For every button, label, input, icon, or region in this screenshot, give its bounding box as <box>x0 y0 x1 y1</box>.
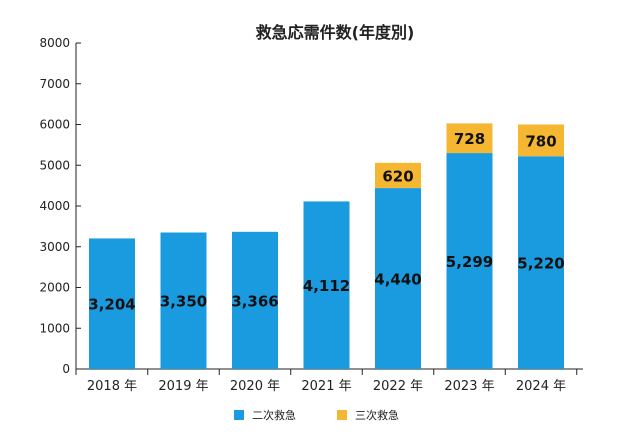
bar-secondary <box>89 238 135 369</box>
bars: 3,204 3,350 3,366 4,112 4,440 620 5,299 728 5,22… <box>88 123 565 369</box>
y-axis: 0 1000 2000 3000 4000 5000 6000 7000 8000 <box>39 36 81 376</box>
data-label: 620 <box>382 167 413 185</box>
bar-secondary <box>303 201 350 369</box>
y-tick-label: 7000 <box>39 77 70 91</box>
data-label: 5,299 <box>446 253 493 271</box>
x-tick-label: 2021 年 <box>301 379 351 394</box>
data-label: 4,440 <box>374 271 421 289</box>
bar-tertiary <box>446 123 493 154</box>
legend: 二次救急 三次救急 <box>234 408 399 422</box>
legend-swatch <box>234 410 244 420</box>
y-tick-label: 2000 <box>39 281 70 295</box>
chart-title: 救急応需件数(年度別) <box>256 23 415 42</box>
legend-label: 二次救急 <box>252 408 296 422</box>
y-tick-label: 5000 <box>39 158 70 172</box>
data-label: 4,112 <box>303 277 350 295</box>
bar-secondary <box>160 232 207 369</box>
bar-secondary <box>232 231 278 369</box>
data-label: 780 <box>525 132 556 150</box>
bar-secondary <box>446 153 493 369</box>
y-tick-label: 6000 <box>39 118 70 132</box>
data-label: 5,220 <box>517 255 564 273</box>
bar-tertiary <box>375 162 421 189</box>
x-axis: 2018 年 2019 年 2020 年 2021 年 2022 年 2023 年 2024… <box>75 368 583 394</box>
y-tick-label: 8000 <box>39 36 70 50</box>
y-tick-label: 3000 <box>39 240 70 254</box>
x-tick-label: 2022 年 <box>373 379 423 394</box>
x-tick-label: 2023 年 <box>444 379 494 394</box>
data-label: 3,366 <box>231 292 278 310</box>
x-tick-label: 2020 年 <box>230 379 280 394</box>
y-tick-label: 1000 <box>39 321 70 335</box>
bar-tertiary <box>518 124 564 157</box>
legend-swatch <box>337 410 347 420</box>
data-label: 3,204 <box>88 296 135 314</box>
x-tick-label: 2024 年 <box>516 379 566 394</box>
x-tick-label: 2019 年 <box>158 379 208 394</box>
legend-label: 三次救急 <box>355 408 399 422</box>
data-label: 3,350 <box>160 293 207 311</box>
data-label: 728 <box>454 130 485 148</box>
bar-secondary <box>375 188 421 369</box>
y-tick-label: 4000 <box>39 199 70 213</box>
y-tick-label: 0 <box>62 362 70 376</box>
bar-secondary <box>518 156 564 369</box>
x-tick-label: 2018 年 <box>87 379 137 394</box>
